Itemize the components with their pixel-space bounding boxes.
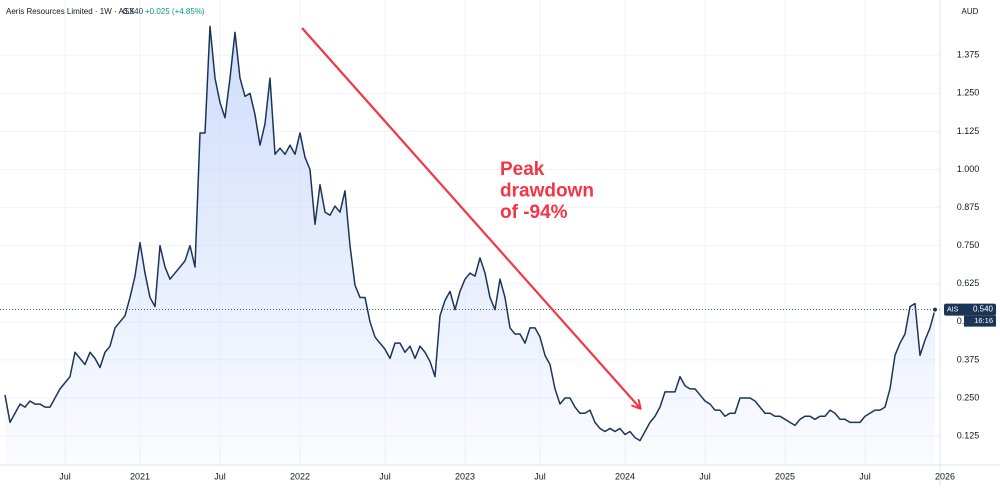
y-tick-label: 1.250 (957, 88, 980, 98)
annotation: Peak (500, 159, 545, 180)
y-tick-label: 0.875 (957, 202, 980, 212)
y-tick-label: 0.750 (957, 240, 980, 250)
chart-title: Aeris Resources Limited · 1W · ASX (6, 7, 135, 16)
price-line (4, 25, 936, 442)
countdown-tag (964, 315, 996, 327)
drawdown-arrow (301, 27, 640, 408)
currency: AUD (962, 7, 979, 16)
x-tick-label: 2025 (775, 471, 795, 481)
x-tick-label: 2023 (455, 471, 475, 481)
last-point (932, 306, 938, 313)
plot (0, 25, 940, 466)
y-tick-label: 0.375 (957, 354, 980, 364)
annotation: of -94% (500, 202, 568, 223)
header-last-price: 0.540 (123, 7, 144, 16)
x-tick-label: Jul (214, 471, 226, 481)
annotation: drawdown (500, 181, 594, 202)
y-tick-label: 0.625 (957, 278, 980, 288)
area-fill (5, 26, 935, 466)
x-tick-label: Jul (534, 471, 546, 481)
x-tick-label: 2026 (935, 471, 955, 481)
y-tick-label: 0.250 (957, 392, 980, 402)
x-tick-label: 2024 (615, 471, 635, 481)
x-tick-label: Jul (699, 471, 711, 481)
price-tag-symbol: AIS (947, 306, 959, 313)
header-change: +0.025 (+4.85%) (145, 7, 205, 16)
x-tick-label: Jul (379, 471, 391, 481)
countdown: 16:16 (974, 316, 993, 325)
x-tick-label: Jul (859, 471, 871, 481)
labels: Aeris Resources Limited · 1W · ASX 0.540… (6, 7, 996, 481)
y-tick-label: 1.000 (957, 164, 980, 174)
x-tick-label: Jul (59, 471, 71, 481)
price-tag-value: 0.540 (973, 305, 994, 314)
x-tick-label: 2022 (290, 471, 310, 481)
price-tag (944, 303, 996, 316)
y-tick-label: 1.125 (957, 126, 980, 136)
x-tick-label: 2021 (130, 471, 150, 481)
y-tick-label: 1.375 (957, 50, 980, 60)
y-tick-label: 0.125 (957, 430, 980, 440)
